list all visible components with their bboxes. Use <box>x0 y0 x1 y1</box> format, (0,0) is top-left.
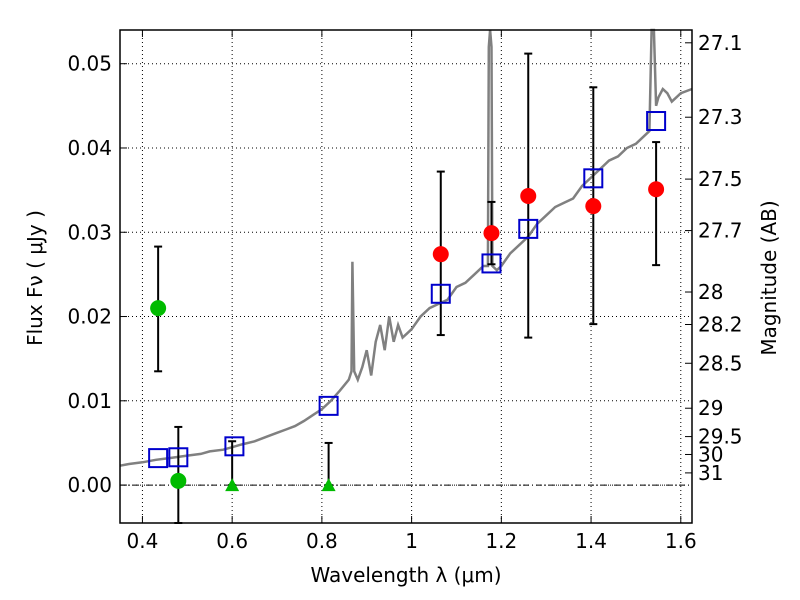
axis-ticks: 0.4 0.6 0.8 1 1.2 1.4 1.6 0.00 0.01 0.02 0.03 0.04 0… <box>67 30 743 553</box>
green-triangle-marker <box>321 478 336 492</box>
green-circle-marker <box>170 472 187 489</box>
x-tick-label: 0.4 <box>127 529 159 553</box>
y2-tick-label: 30 <box>698 442 723 466</box>
y-axis-title: Flux Fν ( μJy ) <box>23 210 47 346</box>
x-tick-label: 1.2 <box>485 529 517 553</box>
x-axis-title: Wavelength λ (μm) <box>310 563 501 587</box>
x-tick-label: 1 <box>405 529 418 553</box>
red-circle-marker <box>585 198 602 215</box>
y-tick-label: 0.04 <box>67 136 112 160</box>
blue-square-marker <box>583 168 604 189</box>
blue-square-marker <box>430 283 451 304</box>
grid-lines <box>120 30 692 523</box>
y2-tick-label: 28.2 <box>698 312 743 336</box>
green-triangle-marker <box>225 478 240 492</box>
data-markers <box>148 111 667 492</box>
y2-tick-label: 31 <box>698 461 723 485</box>
blue-square-marker <box>148 448 169 469</box>
y2-tick-label: 27.3 <box>698 105 743 129</box>
x-tick-label: 0.8 <box>306 529 338 553</box>
y-tick-label: 0.03 <box>67 220 112 244</box>
blue-square-marker <box>224 436 245 457</box>
x-tick-label: 1.4 <box>575 529 607 553</box>
y-tick-label: 0.01 <box>67 389 112 413</box>
y2-tick-label: 28 <box>698 280 723 304</box>
y2-tick-label: 29.5 <box>698 425 743 449</box>
y2-tick-label: 29 <box>698 396 723 420</box>
blue-square-marker <box>518 218 539 239</box>
y2-tick-label: 27.5 <box>698 167 743 191</box>
x-tick-label: 1.6 <box>665 529 697 553</box>
green-circle-marker <box>150 300 167 317</box>
y2-tick-label: 27.1 <box>698 31 743 55</box>
y2-tick-label: 27.7 <box>698 219 743 243</box>
y2-axis-title: Magnitude (AB) <box>757 200 781 355</box>
x-tick-label: 0.6 <box>216 529 248 553</box>
red-circle-marker <box>648 181 665 198</box>
red-circle-marker <box>483 225 500 242</box>
y-tick-label: 0.05 <box>67 52 112 76</box>
blue-square-marker <box>481 253 502 274</box>
y-tick-label: 0.00 <box>67 473 112 497</box>
model-spectrum-line <box>119 28 693 467</box>
error-bars <box>154 52 661 524</box>
red-circle-marker <box>520 188 537 205</box>
red-circle-marker <box>432 246 449 263</box>
blue-square-marker <box>168 447 189 468</box>
y2-tick-label: 28.5 <box>698 351 743 375</box>
plot-frame <box>119 29 693 524</box>
y-tick-label: 0.02 <box>67 305 112 329</box>
blue-square-marker <box>318 395 339 416</box>
blue-square-marker <box>646 111 667 132</box>
